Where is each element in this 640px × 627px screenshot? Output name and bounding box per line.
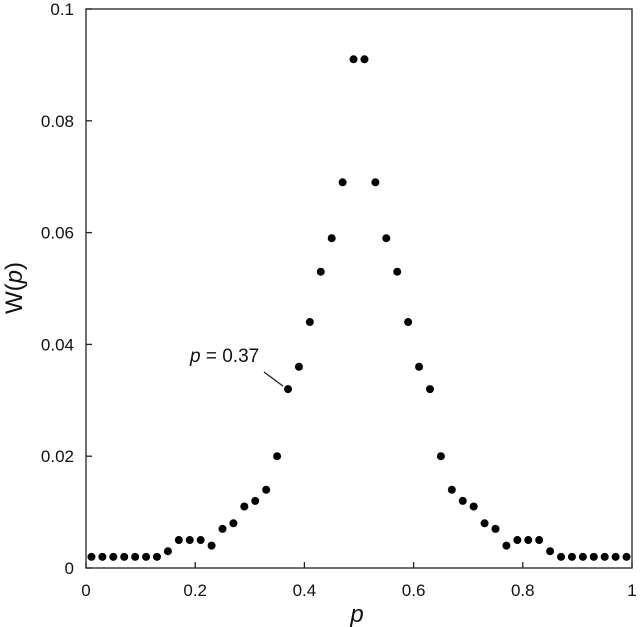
data-point [502,541,511,550]
data-point [273,452,282,461]
x-tick-label: 1 [627,581,636,600]
data-point [480,519,489,528]
data-point [131,552,140,561]
x-tick-label: 0.6 [402,581,426,600]
data-point [142,552,151,561]
data-point [557,552,566,561]
data-point [425,385,434,394]
data-point [371,178,380,187]
y-tick-label: 0.08 [41,112,74,131]
y-axis: 0 0.02 0.04 0.06 0.08 0.1 [41,0,92,578]
data-point [120,552,129,561]
annotation-leader-line [263,371,284,387]
data-point [382,234,391,243]
data-point [87,552,96,561]
data-point [163,547,172,556]
data-point [338,178,347,187]
annotation-label: p = 0.37 [189,346,259,367]
data-point [251,496,260,505]
data-point [152,552,161,561]
data-point [174,536,183,545]
y-tick-label: 0.02 [41,447,74,466]
data-point [622,552,631,561]
data-point [589,552,598,561]
data-point [98,552,107,561]
data-point [415,362,424,371]
y-tick-label: 0 [65,559,74,578]
y-axis-title: W(p) [1,262,28,314]
x-axis-title: p [349,601,363,627]
y-tick-label: 0.1 [50,0,74,19]
annotation-group: p = 0.37 [189,346,284,387]
data-point [578,552,587,561]
data-point [524,536,533,545]
data-point [284,385,293,394]
data-point [109,552,118,561]
x-axis: 0 0.2 0.4 0.6 0.8 1 [81,562,637,600]
x-tick-label: 0.2 [183,581,207,600]
data-point [305,318,314,327]
data-point [447,485,456,494]
data-point [567,552,576,561]
data-point [316,267,325,276]
data-point [349,55,358,64]
data-point [436,452,445,461]
data-point [229,519,238,528]
data-point [611,552,620,561]
data-point [240,502,249,511]
x-tick-label: 0 [81,581,90,600]
data-point [404,318,413,327]
y-axis-title-p: p [1,270,28,284]
annotation-value: = 0.37 [201,346,260,367]
data-point [294,362,303,371]
y-axis-title-close: ) [1,262,28,270]
y-axis-title-w: W( [1,283,28,314]
data-point [469,502,478,511]
data-point [196,536,205,545]
y-tick-label: 0.04 [41,335,74,354]
data-point [535,536,544,545]
data-point [207,541,216,550]
data-point [262,485,271,494]
data-points [87,55,631,561]
data-point [185,536,194,545]
data-point [546,547,555,556]
annotation-variable: p [189,346,201,367]
plot-frame [85,8,633,569]
data-point [393,267,402,276]
data-point [327,234,336,243]
data-point [600,552,609,561]
data-point [218,524,227,533]
y-tick-label: 0.06 [41,224,74,243]
x-tick-label: 0.4 [293,581,317,600]
data-point [513,536,522,545]
data-point [491,524,500,533]
x-tick-label: 0.8 [511,581,535,600]
data-point [458,496,467,505]
data-point [360,55,369,64]
